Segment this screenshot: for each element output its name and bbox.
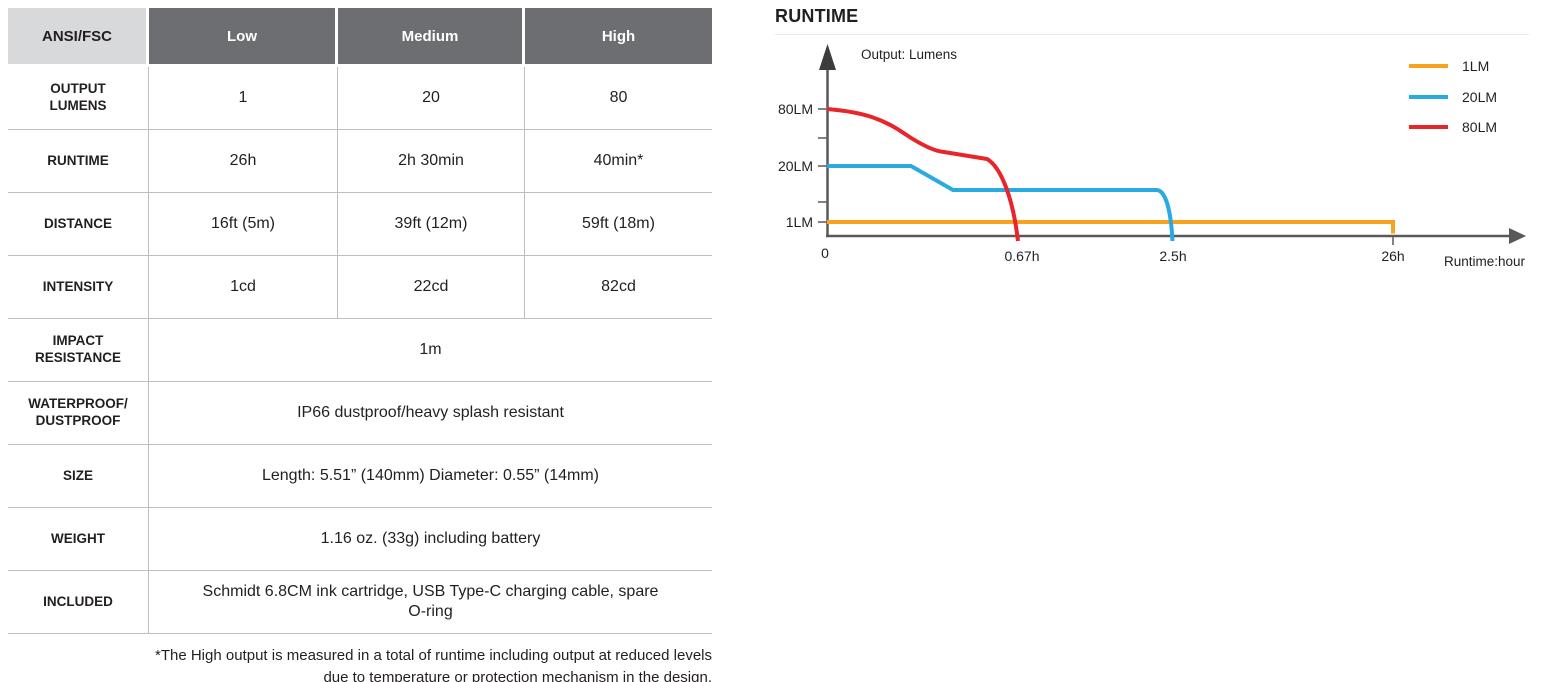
cell-value: 1m — [419, 341, 442, 358]
table-row-size: SIZE Length: 5.51” (140mm) Diameter: 0.5… — [8, 445, 712, 508]
x-tick-label-25h: 2.5h — [1159, 248, 1186, 264]
series-line-1lm — [827, 220, 1395, 234]
cell-value: 80 — [609, 89, 628, 106]
cell-value: 1.16 oz. (33g) including battery — [320, 530, 541, 547]
chart-legend: 1LM 20LM 80LM — [1409, 58, 1497, 135]
series-line-20lm — [827, 164, 1175, 242]
table-row-included: INCLUDED Schmidt 6.8CM ink cartridge, US… — [8, 571, 712, 634]
legend-label-1lm: 1LM — [1462, 58, 1489, 74]
cell-value: IP66 dustproof/heavy splash resistant — [297, 404, 564, 421]
cell-value: 40min* — [593, 152, 644, 169]
table-row-impact-resistance: IMPACT RESISTANCE 1m — [8, 319, 712, 382]
x-tick-label-26h: 26h — [1381, 248, 1404, 264]
column-header-high: High — [525, 8, 712, 64]
runtime-chart: RUNTIME Output: Lumens 80LM 20LM 1LM — [775, 0, 1549, 320]
table-row-runtime: RUNTIME 26h 2h 30min 40min* — [8, 130, 712, 193]
table-row-intensity: INTENSITY 1cd 22cd 82cd — [8, 256, 712, 319]
legend-label-20lm: 20LM — [1462, 89, 1497, 105]
row-label: INCLUDED — [8, 571, 149, 633]
row-label: RUNTIME — [8, 130, 149, 192]
row-label: DISTANCE — [8, 193, 149, 255]
cell-value: Length: 5.51” (140mm) Diameter: 0.55” (1… — [261, 467, 599, 484]
spec-table: ANSI/FSC Low Medium High OUTPUT LUMENS 1… — [8, 8, 712, 682]
row-label: WEIGHT — [8, 508, 149, 570]
y-axis-arrow-icon — [819, 44, 836, 70]
series-line-80lm — [826, 107, 1020, 242]
cell-value: 1 — [149, 67, 338, 129]
output-axis-label: Output: Lumens — [861, 47, 957, 62]
cell-value: 22cd — [338, 256, 525, 318]
cell-value: Schmidt 6.8CM ink cartridge, USB Type-C … — [202, 583, 659, 620]
x-tick-label-0: 0 — [821, 245, 829, 261]
row-label: OUTPUT LUMENS — [8, 67, 149, 129]
row-label: IMPACT RESISTANCE — [8, 319, 149, 381]
row-label: WATERPROOF/ DUSTPROOF — [8, 382, 149, 444]
y-tick-label-80lm: 80LM — [778, 101, 813, 117]
table-footnote: *The High output is measured in a total … — [155, 647, 712, 682]
table-row-waterproof: WATERPROOF/ DUSTPROOF IP66 dustproof/hea… — [8, 382, 712, 445]
legend-label-80lm: 80LM — [1462, 119, 1497, 135]
column-header-medium: Medium — [338, 8, 522, 64]
row-label: SIZE — [8, 445, 149, 507]
cell-value: 16ft (5m) — [149, 193, 338, 255]
cell-value: 1cd — [149, 256, 338, 318]
x-axis-label: Runtime:hour — [1444, 254, 1526, 269]
row-label: INTENSITY — [8, 256, 149, 318]
table-row-distance: DISTANCE 16ft (5m) 39ft (12m) 59ft (18m) — [8, 193, 712, 256]
y-tick-label-1lm: 1LM — [786, 214, 813, 230]
x-tick-label-067h: 0.67h — [1004, 248, 1039, 264]
cell-value: 2h 30min — [338, 130, 525, 192]
cell-value: 26h — [149, 130, 338, 192]
chart-title-divider — [775, 34, 1529, 35]
runtime-plot: Output: Lumens 80LM 20LM 1LM 0 0.67h 2.5… — [778, 44, 1526, 269]
cell-value: 39ft (12m) — [338, 193, 525, 255]
cell-value: 20 — [338, 67, 525, 129]
table-row-output-lumens: OUTPUT LUMENS 1 20 80 — [8, 67, 712, 130]
cell-value: 59ft (18m) — [582, 215, 655, 232]
x-axis-arrow-icon — [1509, 228, 1526, 244]
table-corner-cell: ANSI/FSC — [8, 8, 146, 64]
column-header-low: Low — [149, 8, 335, 64]
table-row-weight: WEIGHT 1.16 oz. (33g) including battery — [8, 508, 712, 571]
table-header-row: ANSI/FSC Low Medium High — [8, 8, 712, 64]
y-tick-label-20lm: 20LM — [778, 158, 813, 174]
chart-title: RUNTIME — [775, 6, 859, 26]
cell-value: 82cd — [601, 278, 636, 295]
